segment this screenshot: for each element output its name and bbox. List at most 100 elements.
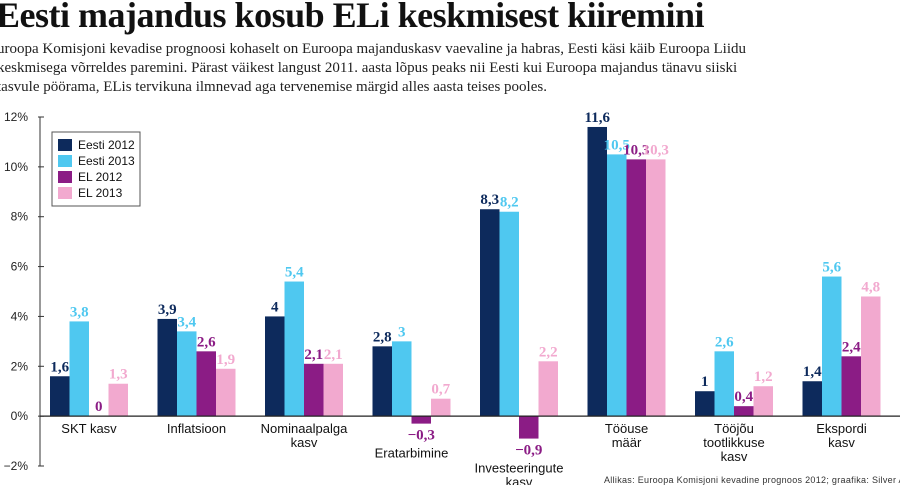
bar-eesti-2012 <box>480 209 500 417</box>
subtitle-line: keskmisega võrreldes paremini. Pärast vä… <box>0 60 738 76</box>
legend-swatch <box>58 139 72 151</box>
bar-eesti-2013 <box>822 276 842 417</box>
bar-el-2012 <box>304 363 324 417</box>
bar-eesti-2013 <box>69 321 89 417</box>
y-tick-label: −2% <box>4 459 29 473</box>
y-tick-label: 12% <box>4 110 28 124</box>
data-label: 10,5 <box>604 137 630 153</box>
data-label: 1,9 <box>216 352 235 368</box>
legend-swatch <box>58 171 72 183</box>
category-label: kasv <box>291 435 318 450</box>
bar-eesti-2012 <box>50 376 70 417</box>
y-tick-label: 8% <box>11 210 29 224</box>
bar-eesti-2012 <box>587 126 607 417</box>
data-label: 3,9 <box>158 302 177 318</box>
bar-el-2013 <box>216 368 236 417</box>
legend-label: EL 2012 <box>78 170 123 184</box>
source-note: Allikas: Euroopa Komisjoni kevadine prog… <box>604 475 900 485</box>
data-label: 2,4 <box>842 339 861 355</box>
data-label: 10,3 <box>643 142 669 158</box>
data-label: 3,8 <box>70 304 89 320</box>
bar-eesti-2013 <box>714 351 734 417</box>
category-label: kasv <box>828 435 855 450</box>
bar-eesti-2012 <box>265 316 285 417</box>
legend-label: Eesti 2012 <box>78 138 135 152</box>
category-label: Ekspordi <box>816 421 867 436</box>
data-label: 1,4 <box>803 364 822 380</box>
y-tick-label: 4% <box>11 309 29 323</box>
y-tick-label: 6% <box>11 260 29 274</box>
bar-el-2013 <box>753 386 773 417</box>
page-title: Eesti majandus kosub ELi keskmisest kiir… <box>0 0 705 35</box>
data-label: 2,8 <box>373 329 392 345</box>
data-label: 2,6 <box>715 334 734 350</box>
bar-el-2012 <box>841 356 861 417</box>
bar-el-2012 <box>411 416 431 424</box>
category-label: Tööuse <box>605 421 648 436</box>
data-label: 0,7 <box>431 382 450 398</box>
subtitle-line: tasvule pöörama, ELis tervikuna ilmnevad… <box>0 79 547 95</box>
category-label: Inflatsioon <box>167 421 226 436</box>
legend-label: EL 2013 <box>78 186 123 200</box>
category-label: SKT kasv <box>61 421 117 436</box>
y-tick-label: 0% <box>11 409 29 423</box>
bar-el-2013 <box>861 296 881 417</box>
bar-eesti-2012 <box>372 346 392 417</box>
bar-eesti-2012 <box>157 318 177 417</box>
bar-el-2013 <box>108 383 128 417</box>
category-label: tootlikkuse <box>703 435 764 450</box>
category-label: Investeeringute <box>475 461 564 476</box>
data-label: 5,4 <box>285 265 304 281</box>
data-label: 10,3 <box>623 142 649 158</box>
page-subtitle: uroopa Komisjoni kevadise prognoosi koha… <box>0 40 900 97</box>
category-label: määr <box>612 435 642 450</box>
category-label: kasv <box>506 475 533 485</box>
data-label: 0,4 <box>734 389 753 405</box>
bar-eesti-2013 <box>284 281 304 417</box>
bar-el-2012 <box>626 159 646 417</box>
bar-el-2012 <box>734 406 754 417</box>
y-tick-label: 2% <box>11 359 29 373</box>
bar-el-2012 <box>196 351 216 417</box>
bar-el-2013 <box>538 361 558 417</box>
data-label: 1,3 <box>109 367 128 383</box>
data-label: 3 <box>398 324 406 340</box>
bar-eesti-2013 <box>607 154 627 417</box>
data-label: 4,8 <box>861 279 880 295</box>
category-label: Eratarbimine <box>375 446 449 461</box>
category-label: kasv <box>721 449 748 464</box>
bar-el-2013 <box>431 398 451 417</box>
y-tick-label: 10% <box>4 160 28 174</box>
data-label: 1,6 <box>50 359 69 375</box>
category-label: Nominaalpalga <box>261 421 348 436</box>
data-label: 1 <box>701 374 709 390</box>
data-label: 0 <box>95 399 103 415</box>
data-label: 2,1 <box>324 347 343 363</box>
legend-swatch <box>58 187 72 199</box>
data-label: 2,6 <box>197 334 216 350</box>
data-label: 11,6 <box>585 110 611 126</box>
data-label: 8,3 <box>480 192 499 208</box>
bar-eesti-2012 <box>802 381 822 417</box>
data-label: 8,2 <box>500 195 519 211</box>
bar-eesti-2012 <box>695 391 715 417</box>
data-label: 4 <box>271 299 279 315</box>
legend-swatch <box>58 155 72 167</box>
data-label: −0,9 <box>515 443 542 459</box>
bar-eesti-2013 <box>392 341 412 417</box>
legend-label: Eesti 2013 <box>78 154 135 168</box>
data-label: −0,3 <box>408 428 435 444</box>
subtitle-line: uroopa Komisjoni kevadise prognoosi koha… <box>0 41 746 57</box>
bar-eesti-2013 <box>177 331 197 417</box>
data-label: 2,2 <box>539 344 558 360</box>
data-label: 3,4 <box>177 314 196 330</box>
bar-el-2012 <box>519 416 539 439</box>
data-label: 2,1 <box>304 347 323 363</box>
bar-el-2013 <box>646 159 666 417</box>
bar-el-2013 <box>323 363 343 417</box>
category-label: Tööjõu <box>714 421 754 436</box>
data-label: 5,6 <box>822 260 841 276</box>
bar-eesti-2013 <box>499 211 519 417</box>
data-label: 1,2 <box>754 369 773 385</box>
